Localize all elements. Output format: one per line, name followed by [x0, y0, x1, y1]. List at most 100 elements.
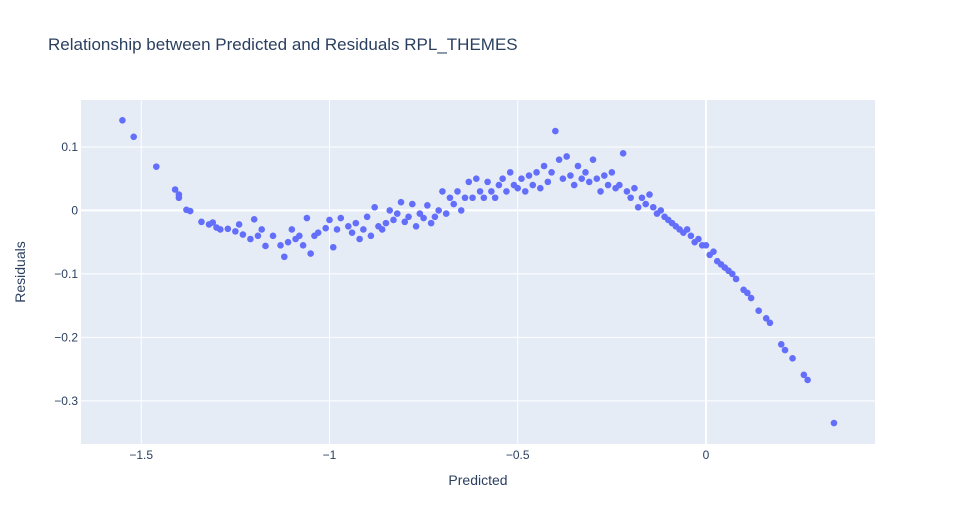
x-tick-label: −1.5 — [129, 448, 153, 462]
point — [175, 194, 183, 202]
point — [424, 202, 431, 209]
point — [521, 188, 529, 195]
point — [627, 194, 634, 202]
point — [582, 169, 589, 176]
point — [288, 226, 296, 233]
point — [597, 188, 604, 195]
point — [469, 194, 476, 202]
point — [416, 210, 424, 217]
point — [537, 184, 544, 192]
point — [604, 181, 612, 189]
x-axis-label: Predicted — [448, 472, 507, 488]
point — [390, 216, 397, 224]
point — [544, 178, 552, 186]
point — [499, 175, 506, 183]
point — [710, 248, 717, 255]
point — [269, 232, 277, 240]
point — [766, 319, 774, 327]
point — [683, 226, 691, 233]
point — [634, 203, 642, 211]
point — [762, 315, 770, 322]
point — [450, 200, 458, 208]
y-tick-label: 0.1 — [61, 140, 78, 154]
point — [638, 194, 646, 202]
point — [254, 232, 262, 240]
point — [235, 221, 243, 228]
point — [457, 207, 465, 214]
point — [224, 225, 232, 233]
point — [480, 194, 488, 202]
point — [781, 346, 789, 354]
point — [352, 219, 360, 227]
point — [397, 198, 405, 206]
point — [777, 341, 785, 348]
y-tick-label: −0.1 — [54, 267, 78, 281]
point — [360, 226, 367, 233]
point — [616, 181, 623, 189]
point — [186, 207, 194, 215]
point — [476, 188, 484, 195]
point — [258, 226, 266, 233]
point — [307, 250, 314, 257]
point — [431, 213, 439, 221]
point — [578, 175, 586, 183]
point — [371, 203, 378, 211]
y-tick-label: −0.2 — [54, 330, 78, 344]
point — [461, 194, 469, 202]
point — [529, 181, 537, 189]
point — [250, 216, 258, 223]
point — [345, 223, 352, 230]
point — [533, 169, 540, 176]
point — [593, 175, 601, 183]
point — [559, 175, 567, 183]
point — [525, 172, 533, 179]
point — [491, 194, 499, 202]
point — [281, 253, 288, 261]
y-tick-label: 0 — [71, 203, 78, 217]
point — [296, 232, 303, 240]
point — [830, 419, 838, 427]
point — [503, 188, 510, 195]
point — [216, 226, 224, 233]
point — [386, 207, 394, 214]
point — [119, 117, 126, 124]
point — [401, 218, 409, 226]
point — [567, 172, 574, 179]
point — [484, 178, 491, 186]
point — [198, 218, 205, 226]
point — [409, 200, 416, 208]
point — [130, 133, 138, 141]
point — [488, 188, 495, 195]
point — [540, 162, 548, 170]
point — [322, 224, 330, 232]
point — [262, 242, 269, 250]
point — [337, 214, 345, 222]
point — [247, 235, 254, 243]
plot-area — [81, 100, 875, 444]
point — [420, 214, 427, 222]
point — [800, 371, 808, 379]
point — [555, 156, 563, 163]
point — [378, 226, 386, 233]
point — [171, 186, 179, 193]
point — [755, 307, 762, 315]
point — [314, 229, 322, 236]
point — [495, 181, 503, 189]
point — [574, 162, 582, 170]
point — [732, 275, 740, 283]
point — [506, 169, 514, 176]
point — [299, 242, 307, 249]
point — [747, 294, 755, 302]
point — [333, 226, 341, 233]
point — [435, 207, 442, 214]
point — [232, 228, 239, 235]
point — [585, 178, 593, 186]
point — [514, 184, 522, 192]
point — [412, 223, 420, 230]
point — [649, 203, 657, 211]
point — [326, 216, 333, 224]
point — [277, 242, 284, 249]
x-tick-label: −0.5 — [506, 448, 530, 462]
point — [382, 219, 390, 227]
